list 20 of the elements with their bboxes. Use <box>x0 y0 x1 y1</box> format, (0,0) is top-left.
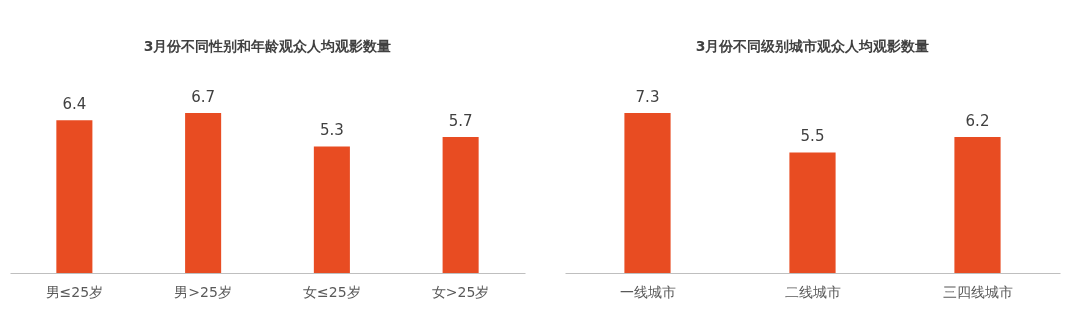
data-label: 5.3 <box>319 121 344 140</box>
chart-title: 3月份不同级别城市观众人均观影数量 <box>695 38 930 54</box>
data-label: 6.2 <box>965 112 990 131</box>
x-tick-label: 二线城市 <box>784 283 841 300</box>
bar <box>56 120 93 273</box>
data-label: 5.7 <box>448 111 473 130</box>
data-label: 5.5 <box>800 127 825 146</box>
x-tick-label: 男>25岁 <box>174 283 232 300</box>
data-label: 6.4 <box>62 95 87 114</box>
x-tick-label: 男≤25岁 <box>45 283 104 300</box>
x-tick-label: 女≤25岁 <box>303 283 361 300</box>
bar <box>185 113 222 273</box>
x-tick-label: 三四线城市 <box>942 283 1013 300</box>
x-tick-label: 女>25岁 <box>431 283 490 300</box>
data-label: 6.7 <box>191 88 216 106</box>
chart-title: 3月份不同性别和年龄观众人均观影数量 <box>143 38 392 54</box>
x-tick-label: 一线城市 <box>619 283 676 300</box>
data-label: 7.3 <box>635 88 660 106</box>
bar <box>442 136 479 273</box>
bar <box>313 146 350 273</box>
